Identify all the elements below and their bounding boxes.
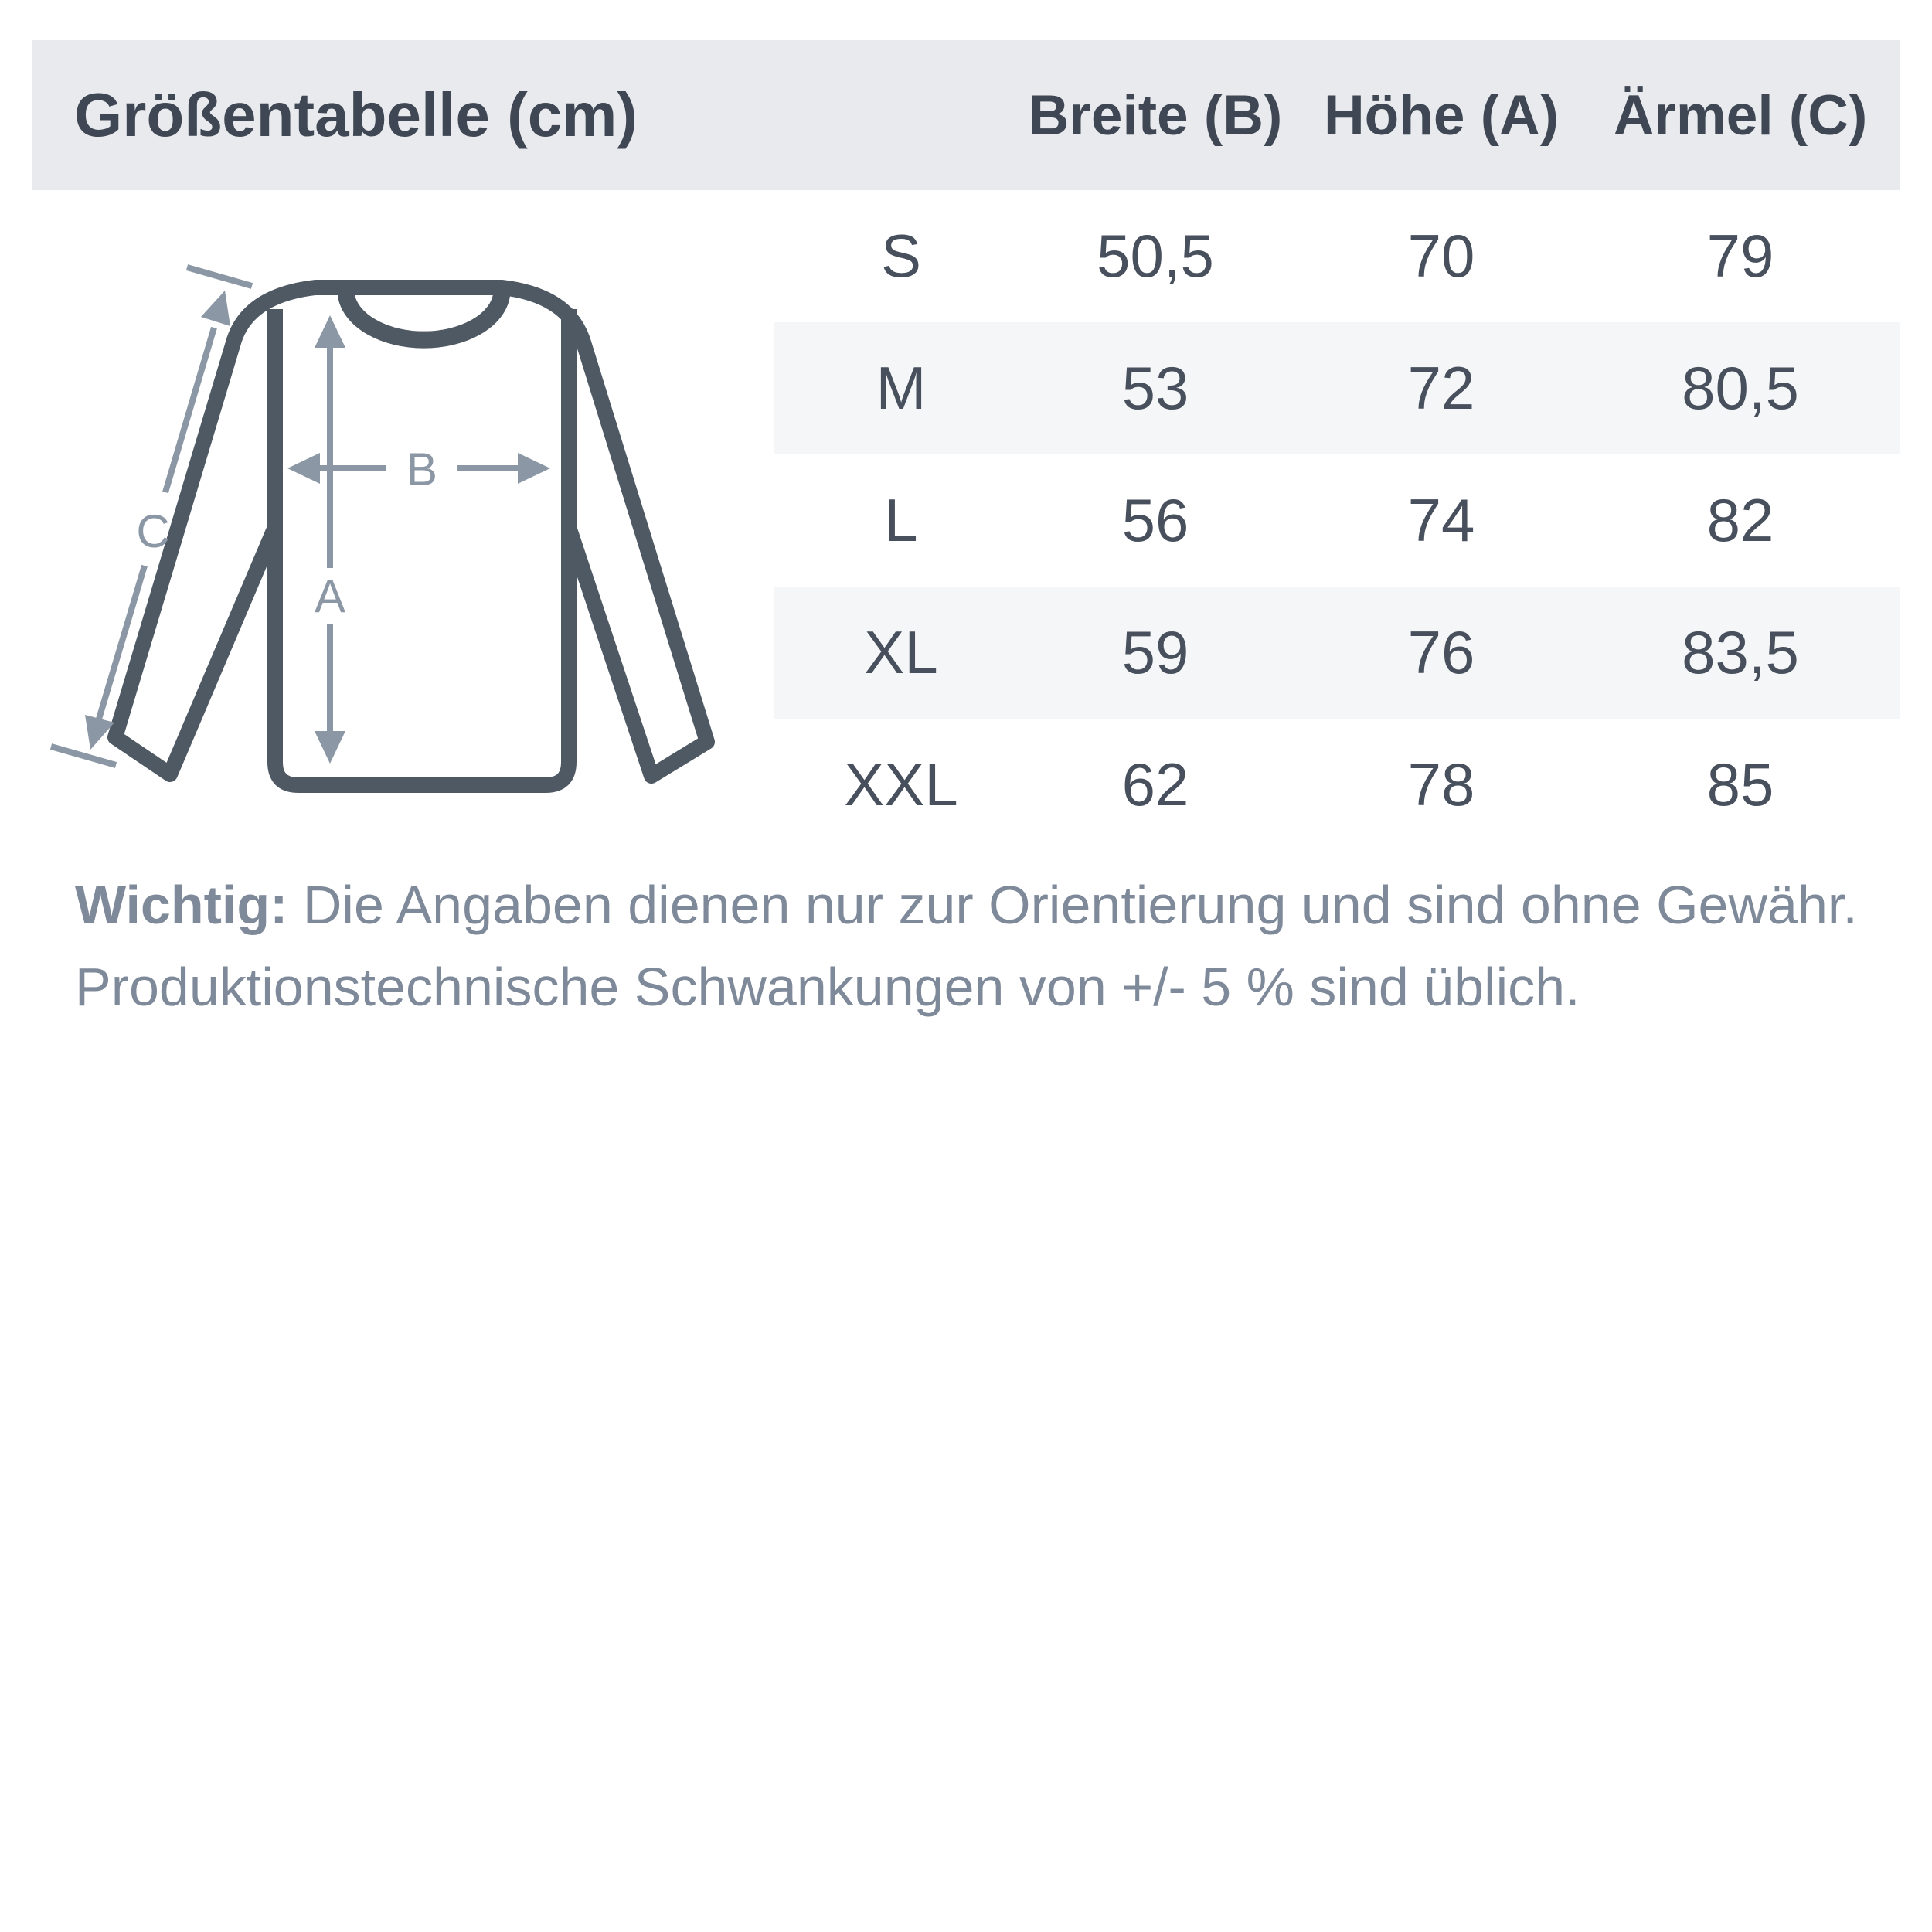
aermel-cell: 82: [1706, 486, 1774, 554]
hoehe-cell: 72: [1407, 354, 1475, 422]
dimension-a-arrow: [315, 315, 345, 764]
dimension-c-arrow: [49, 264, 253, 768]
table-row: M 53 72 80,5: [774, 322, 1900, 454]
disclaimer-note: Wichtig: Die Angaben dienen nur zur Orie…: [75, 864, 1922, 1028]
hoehe-cell: 76: [1407, 618, 1475, 686]
dimension-b-label: B: [406, 444, 437, 495]
breite-cell: 56: [1121, 486, 1189, 554]
aermel-cell: 83,5: [1682, 618, 1799, 686]
column-header-aermel: Ärmel (C): [1613, 83, 1868, 147]
size-cell: XXL: [844, 750, 958, 818]
table-header-band: Größentabelle (cm): [32, 40, 1900, 190]
hoehe-cell: 74: [1407, 486, 1475, 554]
aermel-cell: 79: [1706, 222, 1774, 290]
page-title: Größentabelle (cm): [74, 80, 638, 149]
disclaimer-text-1: Die Angaben dienen nur zur Orientierung …: [287, 875, 1858, 935]
disclaimer-line-1: Wichtig: Die Angaben dienen nur zur Orie…: [75, 864, 1922, 946]
dimension-a-label: A: [315, 570, 345, 622]
disclaimer-line-2: Produktionstechnische Schwankungen von +…: [75, 957, 1580, 1017]
garment-diagram: A B C: [49, 264, 715, 793]
size-cell: M: [876, 354, 927, 422]
breite-cell: 50,5: [1097, 222, 1214, 290]
breite-cell: 53: [1121, 354, 1189, 422]
table-row: XL 59 76 83,5: [774, 587, 1900, 719]
breite-cell: 62: [1121, 750, 1189, 818]
breite-cell: 59: [1121, 618, 1189, 686]
disclaimer-bold-label: Wichtig:: [75, 875, 288, 935]
hoehe-cell: 70: [1407, 222, 1475, 290]
size-cell: S: [880, 222, 922, 290]
aermel-cell: 85: [1706, 750, 1774, 818]
garment-outline-shape: [107, 280, 715, 793]
hoehe-cell: 78: [1407, 750, 1475, 818]
dimension-c-label: C: [136, 505, 169, 557]
table-row: L 56 74 82: [774, 454, 1900, 587]
table-row: S 50,5 70 79: [774, 190, 1900, 322]
size-cell: XL: [864, 618, 938, 686]
aermel-cell: 80,5: [1682, 354, 1799, 422]
size-cell: L: [884, 486, 918, 554]
column-header-hoehe: Höhe (A): [1323, 83, 1560, 147]
dimension-b-arrow: [287, 453, 550, 484]
table-row: XXL 62 78 85: [774, 719, 1900, 851]
column-header-breite: Breite (B): [1028, 83, 1283, 147]
collar-arc: [338, 287, 510, 349]
